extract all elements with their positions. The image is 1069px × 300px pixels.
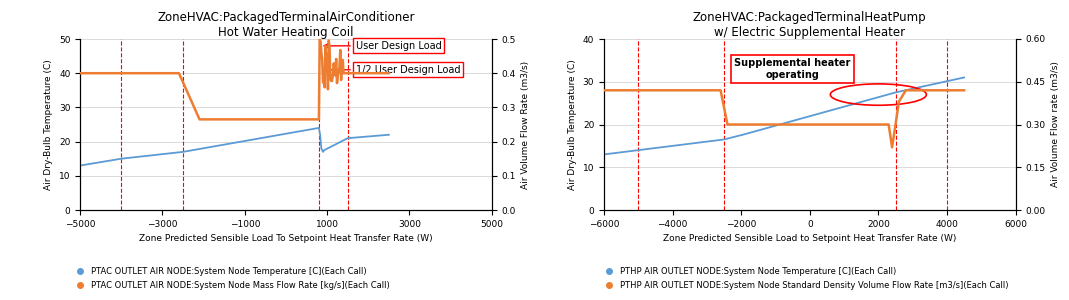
Y-axis label: Air Dry-Bulb Temperature (C): Air Dry-Bulb Temperature (C): [569, 59, 577, 190]
Legend: PTHP AIR OUTLET NODE:System Node Temperature [C](Each Call), PTHP AIR OUTLET NOD: PTHP AIR OUTLET NODE:System Node Tempera…: [598, 264, 1011, 293]
Text: User Design Load: User Design Load: [324, 41, 441, 51]
Legend: PTAC OUTLET AIR NODE:System Node Temperature [C](Each Call), PTAC OUTLET AIR NOD: PTAC OUTLET AIR NODE:System Node Tempera…: [68, 264, 393, 293]
Y-axis label: Air Volume Flow rate (m3/s): Air Volume Flow rate (m3/s): [1051, 61, 1060, 188]
Y-axis label: Air Dry-Bulb Temperature (C): Air Dry-Bulb Temperature (C): [45, 59, 53, 190]
Title: ZoneHVAC:PackagedTerminalAirConditioner
Hot Water Heating Coil: ZoneHVAC:PackagedTerminalAirConditioner …: [157, 11, 415, 39]
X-axis label: Zone Predicted Sensible Load to Setpoint Heat Transfer Rate (W): Zone Predicted Sensible Load to Setpoint…: [663, 234, 957, 243]
Text: 1/2 User Design Load: 1/2 User Design Load: [323, 65, 461, 75]
X-axis label: Zone Predicted Sensible Load To Setpoint Heat Transfer Rate (W): Zone Predicted Sensible Load To Setpoint…: [139, 234, 433, 243]
Title: ZoneHVAC:PackagedTerminalHeatPump
w/ Electric Supplemental Heater: ZoneHVAC:PackagedTerminalHeatPump w/ Ele…: [693, 11, 927, 39]
Y-axis label: Air Volume Flow Rate (m3/s): Air Volume Flow Rate (m3/s): [522, 60, 530, 189]
Text: Supplemental heater
operating: Supplemental heater operating: [734, 58, 851, 80]
